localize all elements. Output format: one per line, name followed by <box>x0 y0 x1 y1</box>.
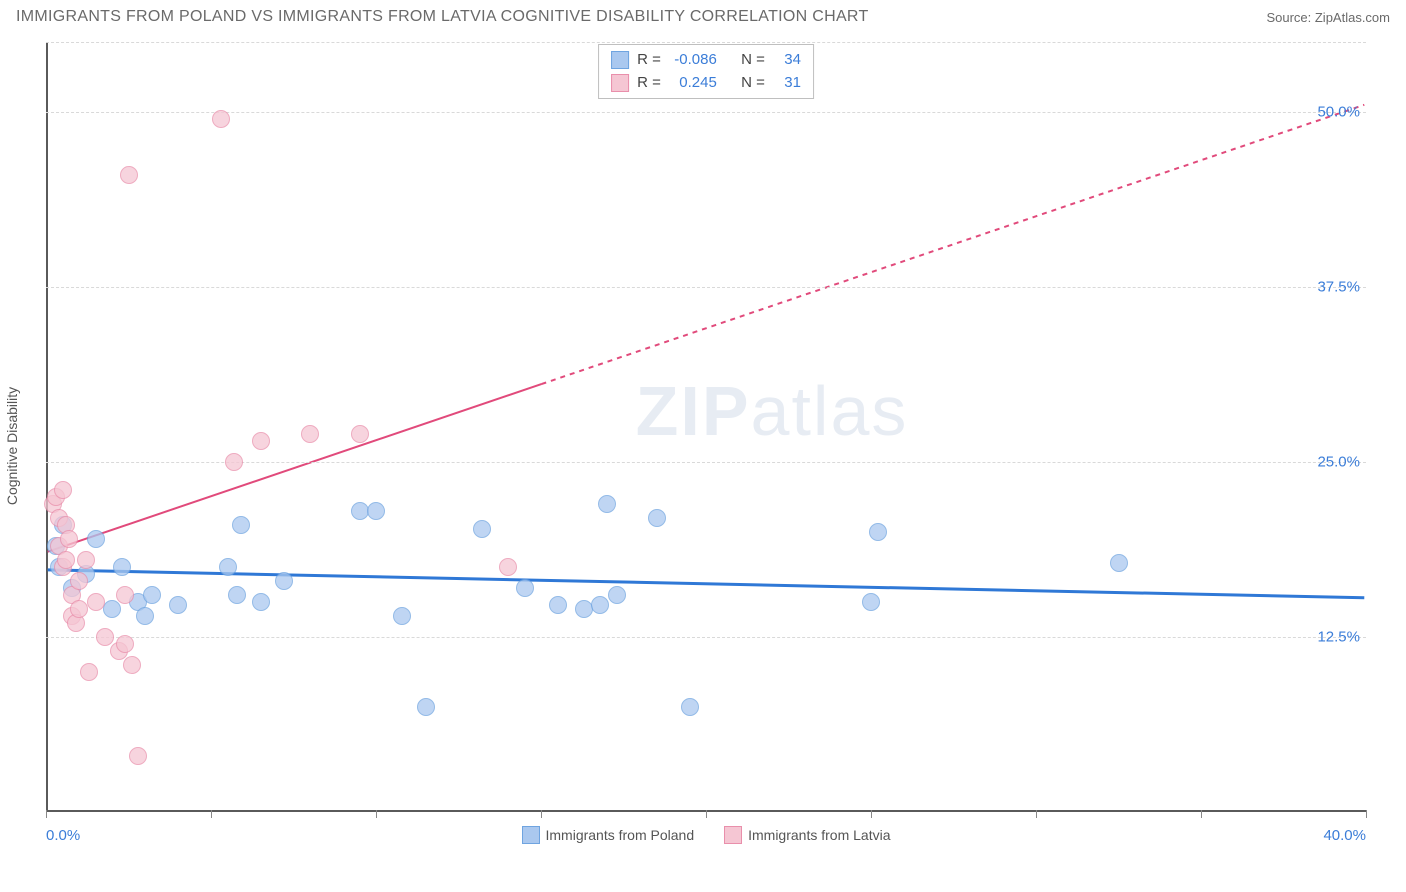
x-tick <box>541 810 542 818</box>
gridline-h <box>46 112 1366 113</box>
data-point-poland <box>275 572 293 590</box>
n-value: 34 <box>773 49 801 72</box>
r-value: 0.245 <box>669 72 717 95</box>
watermark-rest: atlas <box>751 372 909 450</box>
data-point-poland <box>516 579 534 597</box>
data-point-latvia <box>70 572 88 590</box>
data-point-poland <box>608 586 626 604</box>
series-legend: Immigrants from Poland Immigrants from La… <box>46 826 1366 844</box>
x-tick <box>46 810 47 818</box>
data-point-poland <box>417 698 435 716</box>
data-point-latvia <box>116 635 134 653</box>
y-tick-label: 50.0% <box>1317 104 1360 121</box>
x-tick-label: 0.0% <box>46 827 80 844</box>
data-point-latvia <box>87 593 105 611</box>
source-label: Source: <box>1266 10 1314 25</box>
stats-row-poland: R = -0.086 N = 34 <box>611 49 801 72</box>
data-point-poland <box>367 502 385 520</box>
data-point-latvia <box>252 432 270 450</box>
n-label: N = <box>741 72 765 95</box>
n-label: N = <box>741 49 765 72</box>
legend-item-poland: Immigrants from Poland <box>522 826 695 844</box>
data-point-poland <box>393 607 411 625</box>
data-point-poland <box>136 607 154 625</box>
data-point-latvia <box>212 110 230 128</box>
data-point-latvia <box>129 747 147 765</box>
legend-label: Immigrants from Poland <box>546 827 695 843</box>
x-tick <box>1201 810 1202 818</box>
data-point-poland <box>87 530 105 548</box>
data-point-latvia <box>77 551 95 569</box>
data-point-latvia <box>80 663 98 681</box>
stats-legend-box: R = -0.086 N = 34 R = 0.245 N = 31 <box>598 44 814 99</box>
data-point-poland <box>113 558 131 576</box>
data-point-poland <box>252 593 270 611</box>
watermark-bold: ZIP <box>636 372 751 450</box>
stats-row-latvia: R = 0.245 N = 31 <box>611 72 801 95</box>
gridline-h <box>46 637 1366 638</box>
swatch-latvia <box>724 826 742 844</box>
r-label: R = <box>637 49 661 72</box>
x-tick <box>1366 810 1367 818</box>
n-value: 31 <box>773 72 801 95</box>
data-point-poland <box>575 600 593 618</box>
x-tick-label: 40.0% <box>1323 827 1366 844</box>
data-point-poland <box>862 593 880 611</box>
gridline-h <box>46 462 1366 463</box>
gridline-h <box>46 42 1366 43</box>
data-point-latvia <box>54 481 72 499</box>
data-point-latvia <box>123 656 141 674</box>
data-point-poland <box>591 596 609 614</box>
legend-item-latvia: Immigrants from Latvia <box>724 826 890 844</box>
swatch-latvia <box>611 74 629 92</box>
data-point-poland <box>232 516 250 534</box>
data-point-poland <box>681 698 699 716</box>
legend-label: Immigrants from Latvia <box>748 827 890 843</box>
x-tick <box>871 810 872 818</box>
data-point-latvia <box>351 425 369 443</box>
trend-lines-layer <box>46 42 1366 810</box>
data-point-latvia <box>70 600 88 618</box>
trend-line-latvia <box>48 384 542 552</box>
data-point-poland <box>351 502 369 520</box>
data-point-latvia <box>499 558 517 576</box>
data-point-latvia <box>225 453 243 471</box>
gridline-h <box>46 287 1366 288</box>
r-value: -0.086 <box>669 49 717 72</box>
swatch-poland <box>611 51 629 69</box>
data-point-poland <box>219 558 237 576</box>
data-point-poland <box>1110 554 1128 572</box>
x-tick <box>1036 810 1037 818</box>
data-point-poland <box>648 509 666 527</box>
data-point-latvia <box>57 551 75 569</box>
y-axis-line <box>46 42 48 810</box>
x-tick <box>706 810 707 818</box>
data-point-poland <box>549 596 567 614</box>
trend-line-latvia-extrapolated <box>541 105 1364 384</box>
chart-plot-area: ZIPatlas R =-0.086 N =34R =0.245 N =31 I… <box>46 42 1366 812</box>
data-point-poland <box>228 586 246 604</box>
data-point-poland <box>143 586 161 604</box>
chart-title: IMMIGRANTS FROM POLAND VS IMMIGRANTS FRO… <box>16 8 869 26</box>
y-tick-label: 37.5% <box>1317 279 1360 296</box>
data-point-latvia <box>60 530 78 548</box>
x-tick <box>211 810 212 818</box>
swatch-poland <box>522 826 540 844</box>
r-label: R = <box>637 72 661 95</box>
data-point-poland <box>598 495 616 513</box>
data-point-latvia <box>116 586 134 604</box>
watermark: ZIPatlas <box>636 371 909 451</box>
data-point-poland <box>103 600 121 618</box>
data-point-poland <box>473 520 491 538</box>
source-name: ZipAtlas.com <box>1315 10 1390 25</box>
data-point-poland <box>169 596 187 614</box>
x-tick <box>376 810 377 818</box>
y-axis-label: Cognitive Disability <box>4 387 20 505</box>
data-point-latvia <box>120 166 138 184</box>
data-point-poland <box>869 523 887 541</box>
y-tick-label: 12.5% <box>1317 629 1360 646</box>
y-tick-label: 25.0% <box>1317 454 1360 471</box>
source-attribution: Source: ZipAtlas.com <box>1266 10 1390 25</box>
data-point-latvia <box>301 425 319 443</box>
